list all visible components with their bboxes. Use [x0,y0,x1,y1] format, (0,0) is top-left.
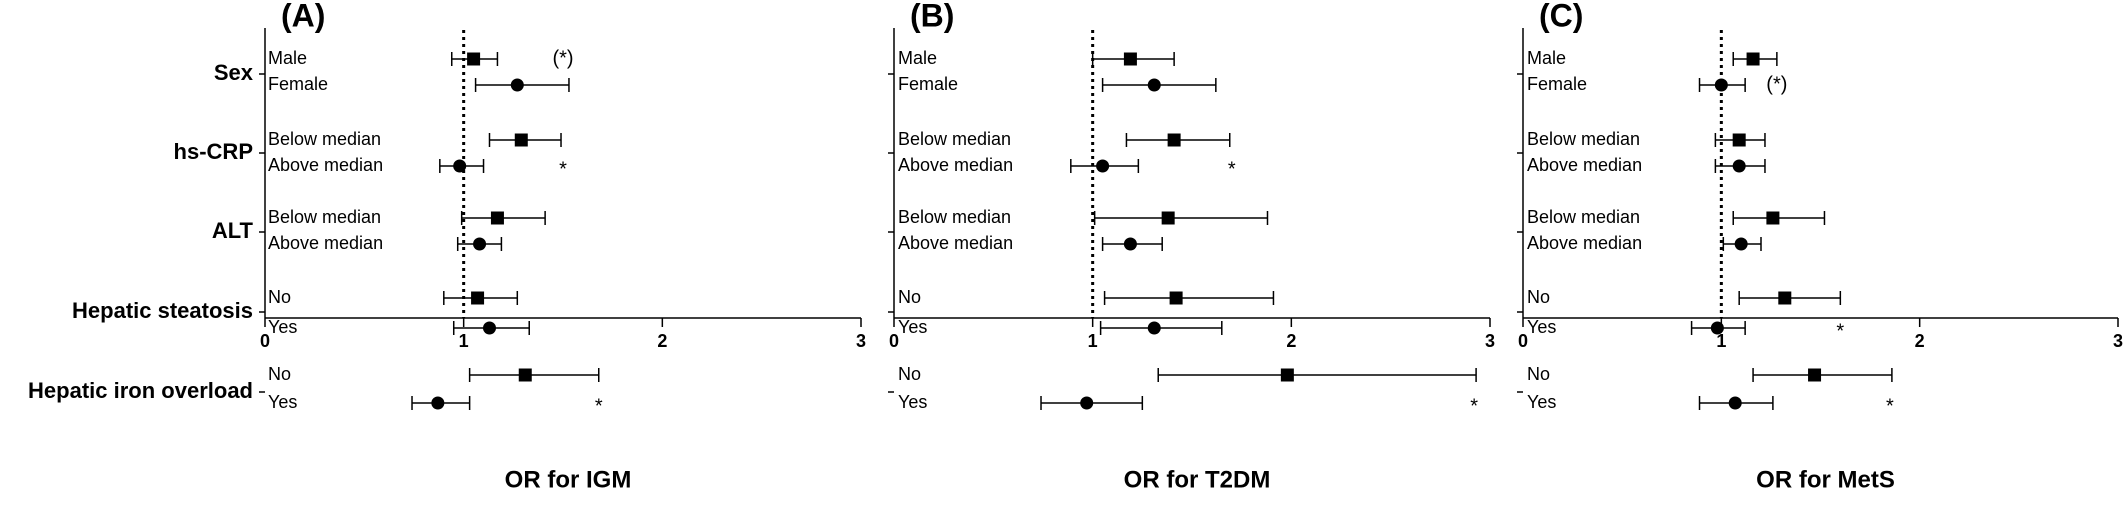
or-marker-circle [1080,396,1094,410]
or-marker-circle [1096,159,1110,173]
significance-mark: * [559,158,567,180]
x-tick-label: 1 [459,331,469,351]
or-marker-square [1766,211,1780,225]
subgroup-label: Above median [898,155,1013,175]
subgroup-label: Below median [898,207,1011,227]
x-tick-label: 0 [1518,331,1528,351]
subgroup-label: Male [268,48,307,68]
subgroup-label: No [1527,287,1550,307]
or-marker-square [490,211,504,225]
x-tick-label: 3 [1485,331,1495,351]
or-marker-square [518,368,532,382]
or-marker-circle [1147,78,1161,92]
x-tick-label: 2 [1286,331,1296,351]
x-tick-label: 2 [1915,331,1925,351]
or-marker-circle [1734,237,1748,251]
subgroup-label: Yes [1527,392,1556,412]
or-marker-square [467,52,481,66]
or-marker-circle [1732,159,1746,173]
or-marker-circle [1728,396,1742,410]
x-tick-label: 2 [657,331,667,351]
x-tick-label: 0 [889,331,899,351]
significance-mark: * [595,395,603,417]
subgroup-label: Yes [268,317,297,337]
x-tick-label: 1 [1716,331,1726,351]
subgroup-label: No [898,364,921,384]
subgroup-label: Below median [268,207,381,227]
subgroup-label: No [268,364,291,384]
or-marker-circle [431,396,445,410]
or-marker-square [1732,133,1746,147]
group-label: Sex [214,60,254,85]
or-marker-square [1123,52,1137,66]
subgroup-label: Yes [268,392,297,412]
subgroup-label: No [1527,364,1550,384]
subgroup-label: Male [1527,48,1566,68]
or-marker-circle [1714,78,1728,92]
subgroup-label: Below median [898,129,1011,149]
subgroup-label: Female [898,74,958,94]
subgroup-label: No [898,287,921,307]
subgroup-label: Female [268,74,328,94]
panel-letter: (A) [281,0,325,33]
or-marker-circle [482,321,496,335]
subgroup-label: Female [1527,74,1587,94]
or-marker-square [1167,133,1181,147]
or-marker-circle [1710,321,1724,335]
significance-mark: * [1836,320,1844,342]
subgroup-label: Yes [1527,317,1556,337]
subgroup-label: Above median [1527,233,1642,253]
or-marker-square [514,133,528,147]
subgroup-label: Above median [898,233,1013,253]
panel-letter: (C) [1539,0,1583,33]
x-axis-title: OR for MetS [1756,466,1895,493]
subgroup-label: No [268,287,291,307]
group-label: hs-CRP [174,139,253,164]
panel-letter: (B) [910,0,954,33]
significance-mark: * [1886,395,1894,417]
x-axis-title: OR for T2DM [1124,466,1271,493]
or-marker-square [1161,211,1175,225]
or-marker-circle [510,78,524,92]
subgroup-label: Below median [268,129,381,149]
group-label: ALT [212,218,254,243]
subgroup-label: Above median [268,155,383,175]
or-marker-square [471,291,485,305]
significance-mark: * [1470,395,1478,417]
subgroup-label: Above median [1527,155,1642,175]
subgroup-label: Below median [1527,207,1640,227]
subgroup-label: Yes [898,392,927,412]
subgroup-label: Yes [898,317,927,337]
or-marker-circle [1147,321,1161,335]
x-tick-label: 3 [2113,331,2123,351]
or-marker-square [1280,368,1294,382]
or-marker-square [1808,368,1822,382]
significance-mark: (*) [552,47,573,69]
subgroup-label: Male [898,48,937,68]
x-axis-title: OR for IGM [505,466,632,493]
x-tick-label: 1 [1088,331,1098,351]
or-marker-circle [1123,237,1137,251]
group-label: Hepatic iron overload [28,378,253,403]
x-tick-label: 3 [856,331,866,351]
or-marker-square [1169,291,1183,305]
significance-mark: (*) [1766,73,1787,95]
significance-mark: * [1228,158,1236,180]
or-marker-square [1746,52,1760,66]
x-tick-label: 0 [260,331,270,351]
or-marker-circle [453,159,467,173]
group-label: Hepatic steatosis [72,298,253,323]
or-marker-square [1778,291,1792,305]
or-marker-circle [473,237,487,251]
subgroup-label: Below median [1527,129,1640,149]
subgroup-label: Above median [268,233,383,253]
